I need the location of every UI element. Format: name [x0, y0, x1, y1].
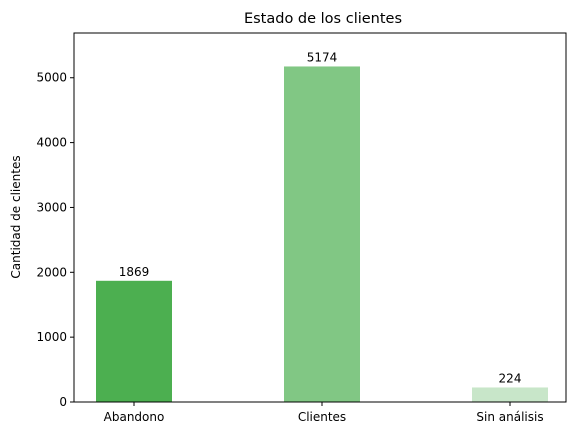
x-axis-ticks: Abandono Clientes Sin análisis — [104, 402, 544, 424]
plot-frame — [73, 32, 567, 403]
y-tick-label-0: 0 — [59, 395, 67, 409]
x-tick-label-0: Abandono — [104, 410, 165, 424]
bars-group — [96, 66, 548, 402]
y-tick-label-4: 4000 — [36, 136, 67, 150]
x-tick-label-1: Clientes — [298, 410, 346, 424]
chart-title: Estado de los clientes — [244, 11, 402, 27]
y-tick-label-5: 5000 — [36, 71, 67, 85]
x-tick-label-2: Sin análisis — [476, 410, 543, 424]
data-label-0: 1869 — [119, 265, 150, 279]
y-tick-label-3: 3000 — [36, 200, 67, 214]
data-label-1: 5174 — [307, 50, 338, 64]
bar-1 — [284, 66, 360, 402]
y-tick-label-2: 2000 — [36, 265, 67, 279]
y-tick-label-1: 1000 — [36, 330, 67, 344]
data-label-2: 224 — [499, 371, 522, 385]
y-axis-label: Cantidad de clientes — [9, 155, 23, 278]
bar-0 — [96, 280, 172, 402]
data-labels-group: 1869 5174 224 — [119, 50, 522, 385]
y-axis-ticks: 0 1000 2000 3000 4000 5000 — [36, 71, 74, 409]
bar-2 — [472, 387, 548, 402]
